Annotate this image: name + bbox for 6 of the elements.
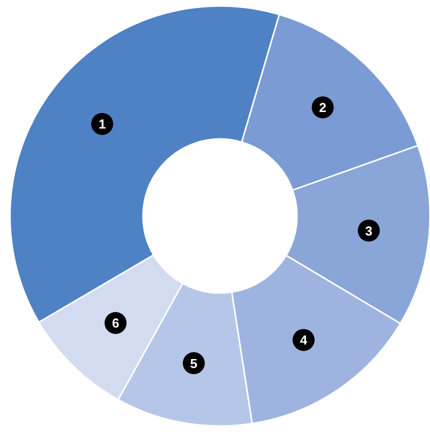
slice-label: 2 — [319, 100, 326, 116]
slice-label: 6 — [112, 316, 120, 331]
slice-label: 5 — [190, 356, 198, 371]
slice-label: 1 — [98, 116, 106, 132]
slice-label: 4 — [300, 332, 308, 348]
slice-label: 3 — [365, 223, 372, 238]
